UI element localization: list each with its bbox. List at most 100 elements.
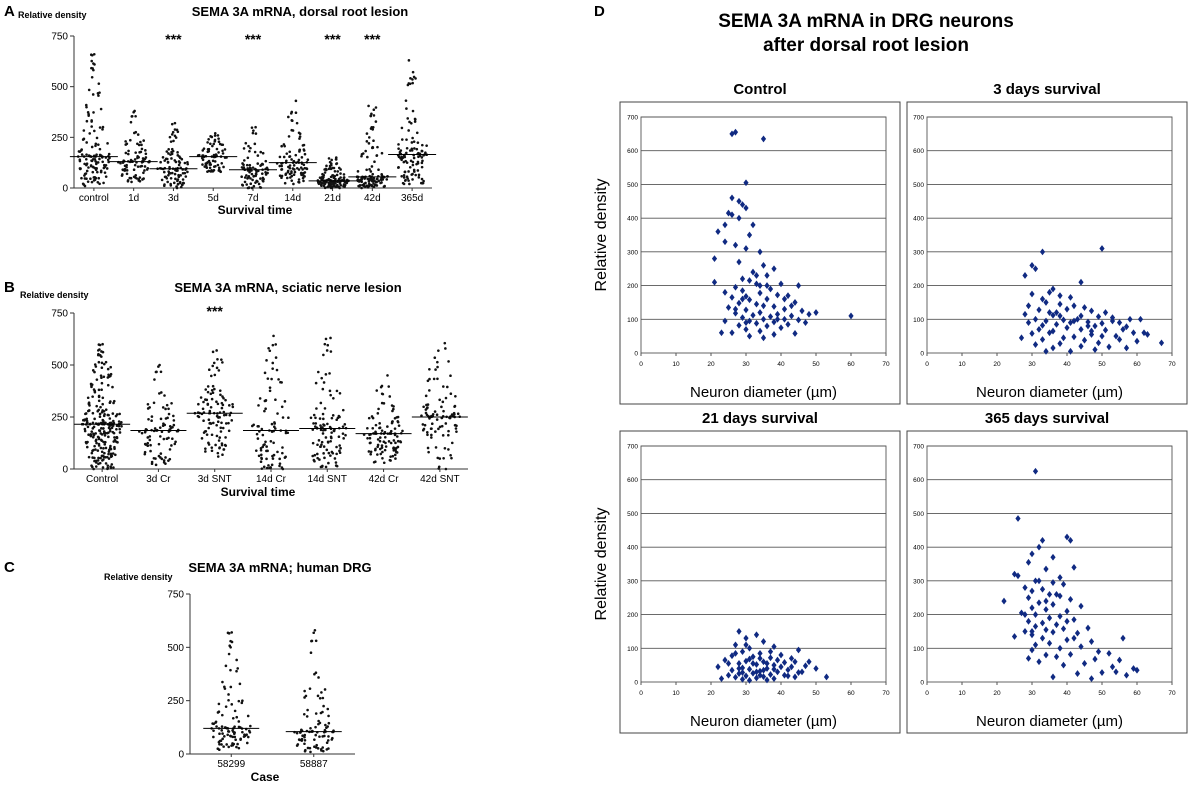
data-dot (85, 119, 89, 123)
diamond-marker (1099, 319, 1105, 327)
data-dot (247, 186, 251, 189)
x-tick-label: 10 (672, 361, 680, 368)
data-dot (388, 395, 392, 398)
data-dot (221, 732, 224, 735)
data-dot (326, 441, 330, 444)
data-dot (98, 412, 102, 416)
data-dot (297, 178, 301, 181)
data-dot (328, 389, 332, 393)
diamond-marker (1064, 636, 1070, 644)
data-dot (430, 433, 433, 437)
data-dot (405, 138, 408, 141)
diamond-marker (1032, 467, 1039, 475)
data-dot (253, 150, 257, 154)
data-dot (209, 142, 212, 146)
data-dot (231, 402, 234, 406)
data-dot (386, 425, 389, 428)
data-dot (225, 743, 228, 746)
data-dot (90, 383, 94, 386)
data-dot (125, 163, 128, 167)
data-dot (287, 416, 290, 420)
data-dot (391, 454, 395, 458)
data-dot (164, 407, 167, 411)
x-tick-label: 40 (1063, 361, 1071, 368)
data-dot (362, 184, 366, 188)
data-dot (252, 129, 255, 132)
data-dot (210, 449, 214, 453)
data-dot (82, 129, 86, 132)
x-tick-label: 70 (882, 690, 890, 697)
data-dot (449, 453, 452, 457)
data-dot (379, 452, 383, 456)
data-dot (360, 152, 364, 156)
data-dot (321, 387, 325, 391)
data-dot (456, 412, 460, 416)
data-dot (262, 465, 266, 469)
data-dot (94, 432, 98, 435)
data-dot (108, 424, 111, 428)
data-dot (179, 174, 182, 177)
data-dot (97, 408, 101, 412)
data-dot (377, 168, 380, 172)
marker-group (715, 628, 830, 684)
data-dot (168, 457, 172, 461)
data-dot (268, 386, 272, 389)
data-dot (305, 715, 309, 718)
diamond-marker (785, 320, 791, 328)
data-dot (107, 457, 111, 460)
data-dot (99, 405, 102, 409)
subplot-frame (906, 430, 1188, 734)
data-dot (264, 407, 267, 410)
data-dot (205, 433, 209, 436)
data-dot (221, 713, 224, 717)
data-dot (330, 158, 333, 162)
data-dot (428, 377, 431, 381)
data-dot (140, 147, 144, 151)
diamond-marker (1106, 343, 1112, 351)
data-dot (280, 405, 284, 409)
diamond-marker (1036, 599, 1042, 607)
data-dot (134, 114, 137, 118)
data-dot (245, 733, 248, 737)
data-dot (378, 436, 382, 439)
data-dot (217, 702, 221, 706)
diamond-marker (771, 318, 777, 326)
data-dot (303, 742, 306, 746)
diamond-marker (1123, 344, 1130, 352)
data-dot (90, 451, 94, 455)
data-dot (331, 414, 335, 417)
data-dot (365, 132, 369, 135)
dot-group (275, 99, 310, 186)
data-dot (144, 156, 148, 159)
data-dot (271, 457, 275, 460)
diamond-marker (1022, 628, 1028, 635)
data-dot (420, 149, 424, 153)
data-dot (450, 456, 453, 460)
data-dot (98, 126, 102, 129)
diamond-marker (753, 674, 760, 682)
diamond-marker (813, 665, 819, 672)
data-dot (257, 454, 261, 458)
data-dot (342, 173, 346, 176)
panel-d-title-line2: after dorsal root lesion (763, 35, 969, 56)
data-dot (133, 163, 137, 167)
data-dot (402, 176, 406, 179)
diamond-marker (746, 277, 753, 284)
data-dot (360, 186, 363, 190)
data-dot (86, 425, 90, 429)
y-tick-label: 500 (167, 643, 184, 654)
diamond-marker (1036, 306, 1042, 314)
data-dot (127, 149, 130, 153)
data-dot (90, 59, 94, 63)
data-dot (408, 120, 411, 124)
data-dot (289, 176, 292, 179)
data-dot (319, 428, 323, 432)
subplot-xlabel: Neuron diameter (µm) (976, 713, 1123, 730)
data-dot (260, 427, 264, 431)
data-dot (221, 149, 224, 153)
data-dot (454, 427, 458, 430)
data-dot (288, 166, 292, 170)
data-dot (330, 738, 334, 741)
data-dot (175, 185, 178, 188)
